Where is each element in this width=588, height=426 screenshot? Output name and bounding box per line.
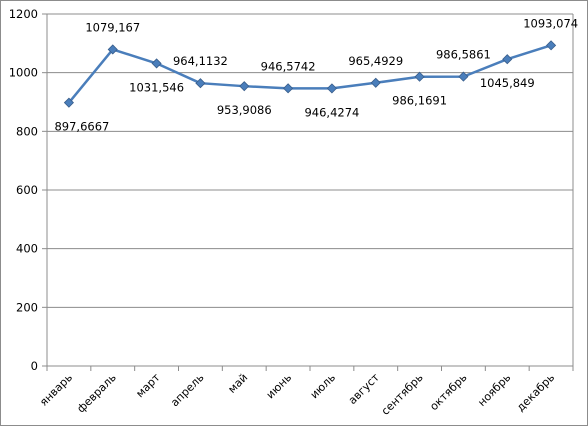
data-point-marker — [151, 58, 162, 69]
data-point-marker — [502, 54, 513, 65]
x-tick-label: март — [133, 371, 163, 401]
data-point-marker — [546, 40, 557, 51]
data-point-marker — [63, 97, 74, 108]
x-tick-label: февраль — [74, 371, 118, 415]
data-point-marker — [283, 83, 294, 94]
data-point-marker — [458, 71, 469, 82]
y-tick-label: 0 — [31, 359, 38, 373]
data-label: 986,1691 — [392, 94, 447, 108]
data-label: 1093,074 — [523, 16, 578, 30]
data-label: 1045,849 — [480, 76, 535, 90]
x-tick-label: сентябрь — [379, 371, 426, 418]
data-point-marker — [239, 81, 250, 92]
data-label: 964,1132 — [173, 54, 228, 68]
data-point-marker — [195, 78, 206, 89]
data-label: 897,6667 — [54, 120, 109, 134]
x-tick-label: ноябрь — [475, 371, 513, 409]
y-tick-label: 1000 — [9, 66, 38, 80]
data-point-marker — [326, 83, 337, 94]
x-tick-label: август — [346, 371, 382, 407]
x-tick-label: июль — [308, 371, 338, 401]
data-point-marker — [414, 71, 425, 82]
y-tick-label: 600 — [16, 183, 38, 197]
x-tick-label: декабрь — [514, 371, 557, 414]
data-label: 1079,167 — [85, 20, 140, 34]
x-tick-label: январь — [37, 371, 75, 409]
data-label: 1031,546 — [129, 80, 184, 94]
data-point-marker — [370, 77, 381, 88]
x-tick-label: июнь — [264, 371, 294, 401]
data-label: 946,5742 — [261, 59, 316, 73]
y-tick-label: 200 — [16, 300, 38, 314]
x-tick-label: апрель — [168, 371, 206, 409]
series-line — [67, 44, 553, 104]
data-label: 965,4929 — [348, 54, 403, 68]
x-tick-label: октябрь — [427, 371, 469, 413]
y-tick-label: 800 — [16, 124, 38, 138]
y-tick-label: 1200 — [9, 7, 38, 21]
data-label: 986,5861 — [436, 48, 491, 62]
x-tick-label: май — [225, 371, 250, 396]
data-label: 953,9086 — [217, 103, 272, 117]
data-point-marker — [107, 44, 118, 55]
y-tick-label: 400 — [16, 242, 38, 256]
data-label: 946,4274 — [304, 105, 359, 119]
